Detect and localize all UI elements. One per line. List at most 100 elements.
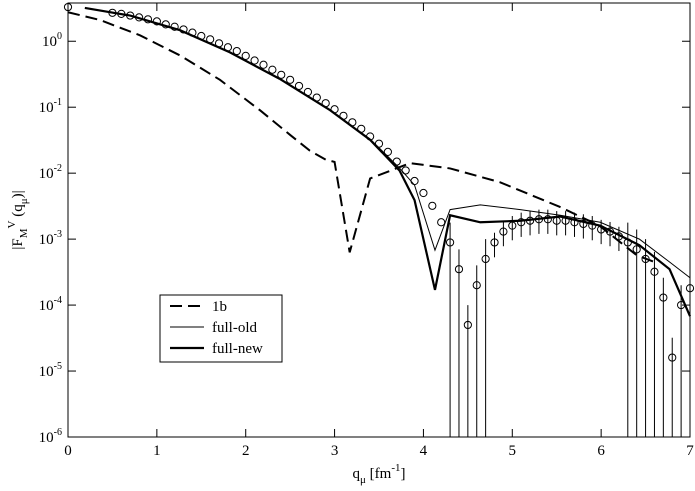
x-axis-label: qμ [fm-1] xyxy=(353,462,406,486)
y-tick-base: 10 xyxy=(39,166,54,182)
data-point xyxy=(668,353,677,362)
y-tick-label: 10-6 xyxy=(39,427,62,446)
data-point xyxy=(508,221,517,230)
y-axis-label-part: (q xyxy=(10,204,26,221)
data-point xyxy=(63,2,73,12)
data-point xyxy=(277,70,286,79)
data-point xyxy=(143,15,153,24)
y-tick-exponent: -5 xyxy=(54,361,62,372)
data-point xyxy=(179,25,188,34)
data-point xyxy=(206,35,215,44)
data-point xyxy=(463,320,472,330)
x-tick-label: 5 xyxy=(509,443,517,459)
data-point xyxy=(552,216,561,225)
line xyxy=(67,11,655,263)
data-point xyxy=(170,22,179,31)
legend-label: full-old xyxy=(212,320,257,336)
data-point xyxy=(197,31,206,41)
x-tick-label: 7 xyxy=(686,443,694,459)
y-tick-label: 10-4 xyxy=(39,295,62,314)
y-axis-label-part: μ xyxy=(18,198,30,204)
x-axis-label-part: q xyxy=(353,466,361,482)
x-tick-label: 3 xyxy=(331,443,339,459)
data-point xyxy=(525,216,535,225)
data-point xyxy=(250,56,259,65)
data-point xyxy=(445,238,455,247)
plot-frame xyxy=(67,2,691,438)
data-point xyxy=(223,43,233,52)
data-point xyxy=(428,201,437,210)
data-point xyxy=(134,13,144,22)
data-point xyxy=(366,132,375,141)
data-point xyxy=(339,111,348,120)
legend-label: 1b xyxy=(212,299,227,315)
x-tick-label: 2 xyxy=(242,443,250,459)
data-point xyxy=(517,218,526,227)
data-point xyxy=(543,215,552,224)
data-point xyxy=(659,293,668,302)
data-point xyxy=(481,254,490,264)
data-point xyxy=(579,219,588,229)
data-point xyxy=(454,265,464,274)
data-point xyxy=(614,232,624,241)
y-tick-base: 10 xyxy=(42,34,57,50)
data-point xyxy=(259,60,268,69)
x-tick-label: 6 xyxy=(597,443,605,459)
data-point xyxy=(117,9,126,18)
y-tick-exponent: -4 xyxy=(54,295,62,306)
data-point xyxy=(685,284,695,293)
y-tick-base: 10 xyxy=(39,364,54,380)
data-point xyxy=(472,281,481,290)
data-point xyxy=(188,28,197,37)
y-tick-base: 10 xyxy=(39,100,54,116)
data-point xyxy=(330,105,339,114)
y-tick-exponent: -2 xyxy=(54,163,62,174)
data-point xyxy=(437,218,446,227)
x-tick-label: 0 xyxy=(64,443,72,459)
data-point xyxy=(161,20,170,29)
data-point xyxy=(561,216,570,225)
data-point xyxy=(570,218,579,227)
y-tick-label: 100 xyxy=(42,31,62,50)
data-point xyxy=(321,99,330,108)
data-point xyxy=(152,17,161,26)
data-point xyxy=(241,51,250,60)
y-tick-exponent: 0 xyxy=(57,31,62,42)
legend-label: full-new xyxy=(212,341,263,357)
data-point xyxy=(294,81,304,91)
x-axis-label-part: [fm xyxy=(366,466,392,482)
y-tick-exponent: -1 xyxy=(54,97,62,108)
data-point xyxy=(641,254,650,264)
data-point xyxy=(410,176,419,186)
data-point xyxy=(534,215,544,224)
x-tick-label: 4 xyxy=(420,443,428,459)
x-axis-label-part: μ xyxy=(360,474,366,486)
y-tick-label: 10-1 xyxy=(39,97,62,116)
data-point xyxy=(401,166,410,175)
x-tick-label: 1 xyxy=(153,443,161,459)
x-axis-label-part: -1 xyxy=(391,462,400,474)
y-tick-exponent: -3 xyxy=(54,229,62,240)
y-tick-exponent: -6 xyxy=(54,427,62,438)
line xyxy=(84,7,691,279)
data-point xyxy=(392,157,401,166)
data-point xyxy=(588,221,597,230)
y-tick-base: 10 xyxy=(39,232,54,248)
data-point xyxy=(605,227,615,236)
data-point xyxy=(126,11,135,20)
y-tick-label: 10-3 xyxy=(39,229,62,248)
y-axis-label-part: M xyxy=(18,228,30,238)
data-point xyxy=(348,118,357,127)
y-tick-label: 10-2 xyxy=(39,163,62,182)
data-point xyxy=(232,46,241,56)
data-point xyxy=(312,93,321,102)
y-axis-label-part: )| xyxy=(10,190,26,198)
data-point xyxy=(374,139,384,148)
data-point xyxy=(268,65,277,74)
data-point xyxy=(499,227,508,236)
data-point xyxy=(632,245,641,254)
data-point xyxy=(214,39,224,48)
data-point xyxy=(419,188,428,198)
data-point xyxy=(650,267,659,276)
